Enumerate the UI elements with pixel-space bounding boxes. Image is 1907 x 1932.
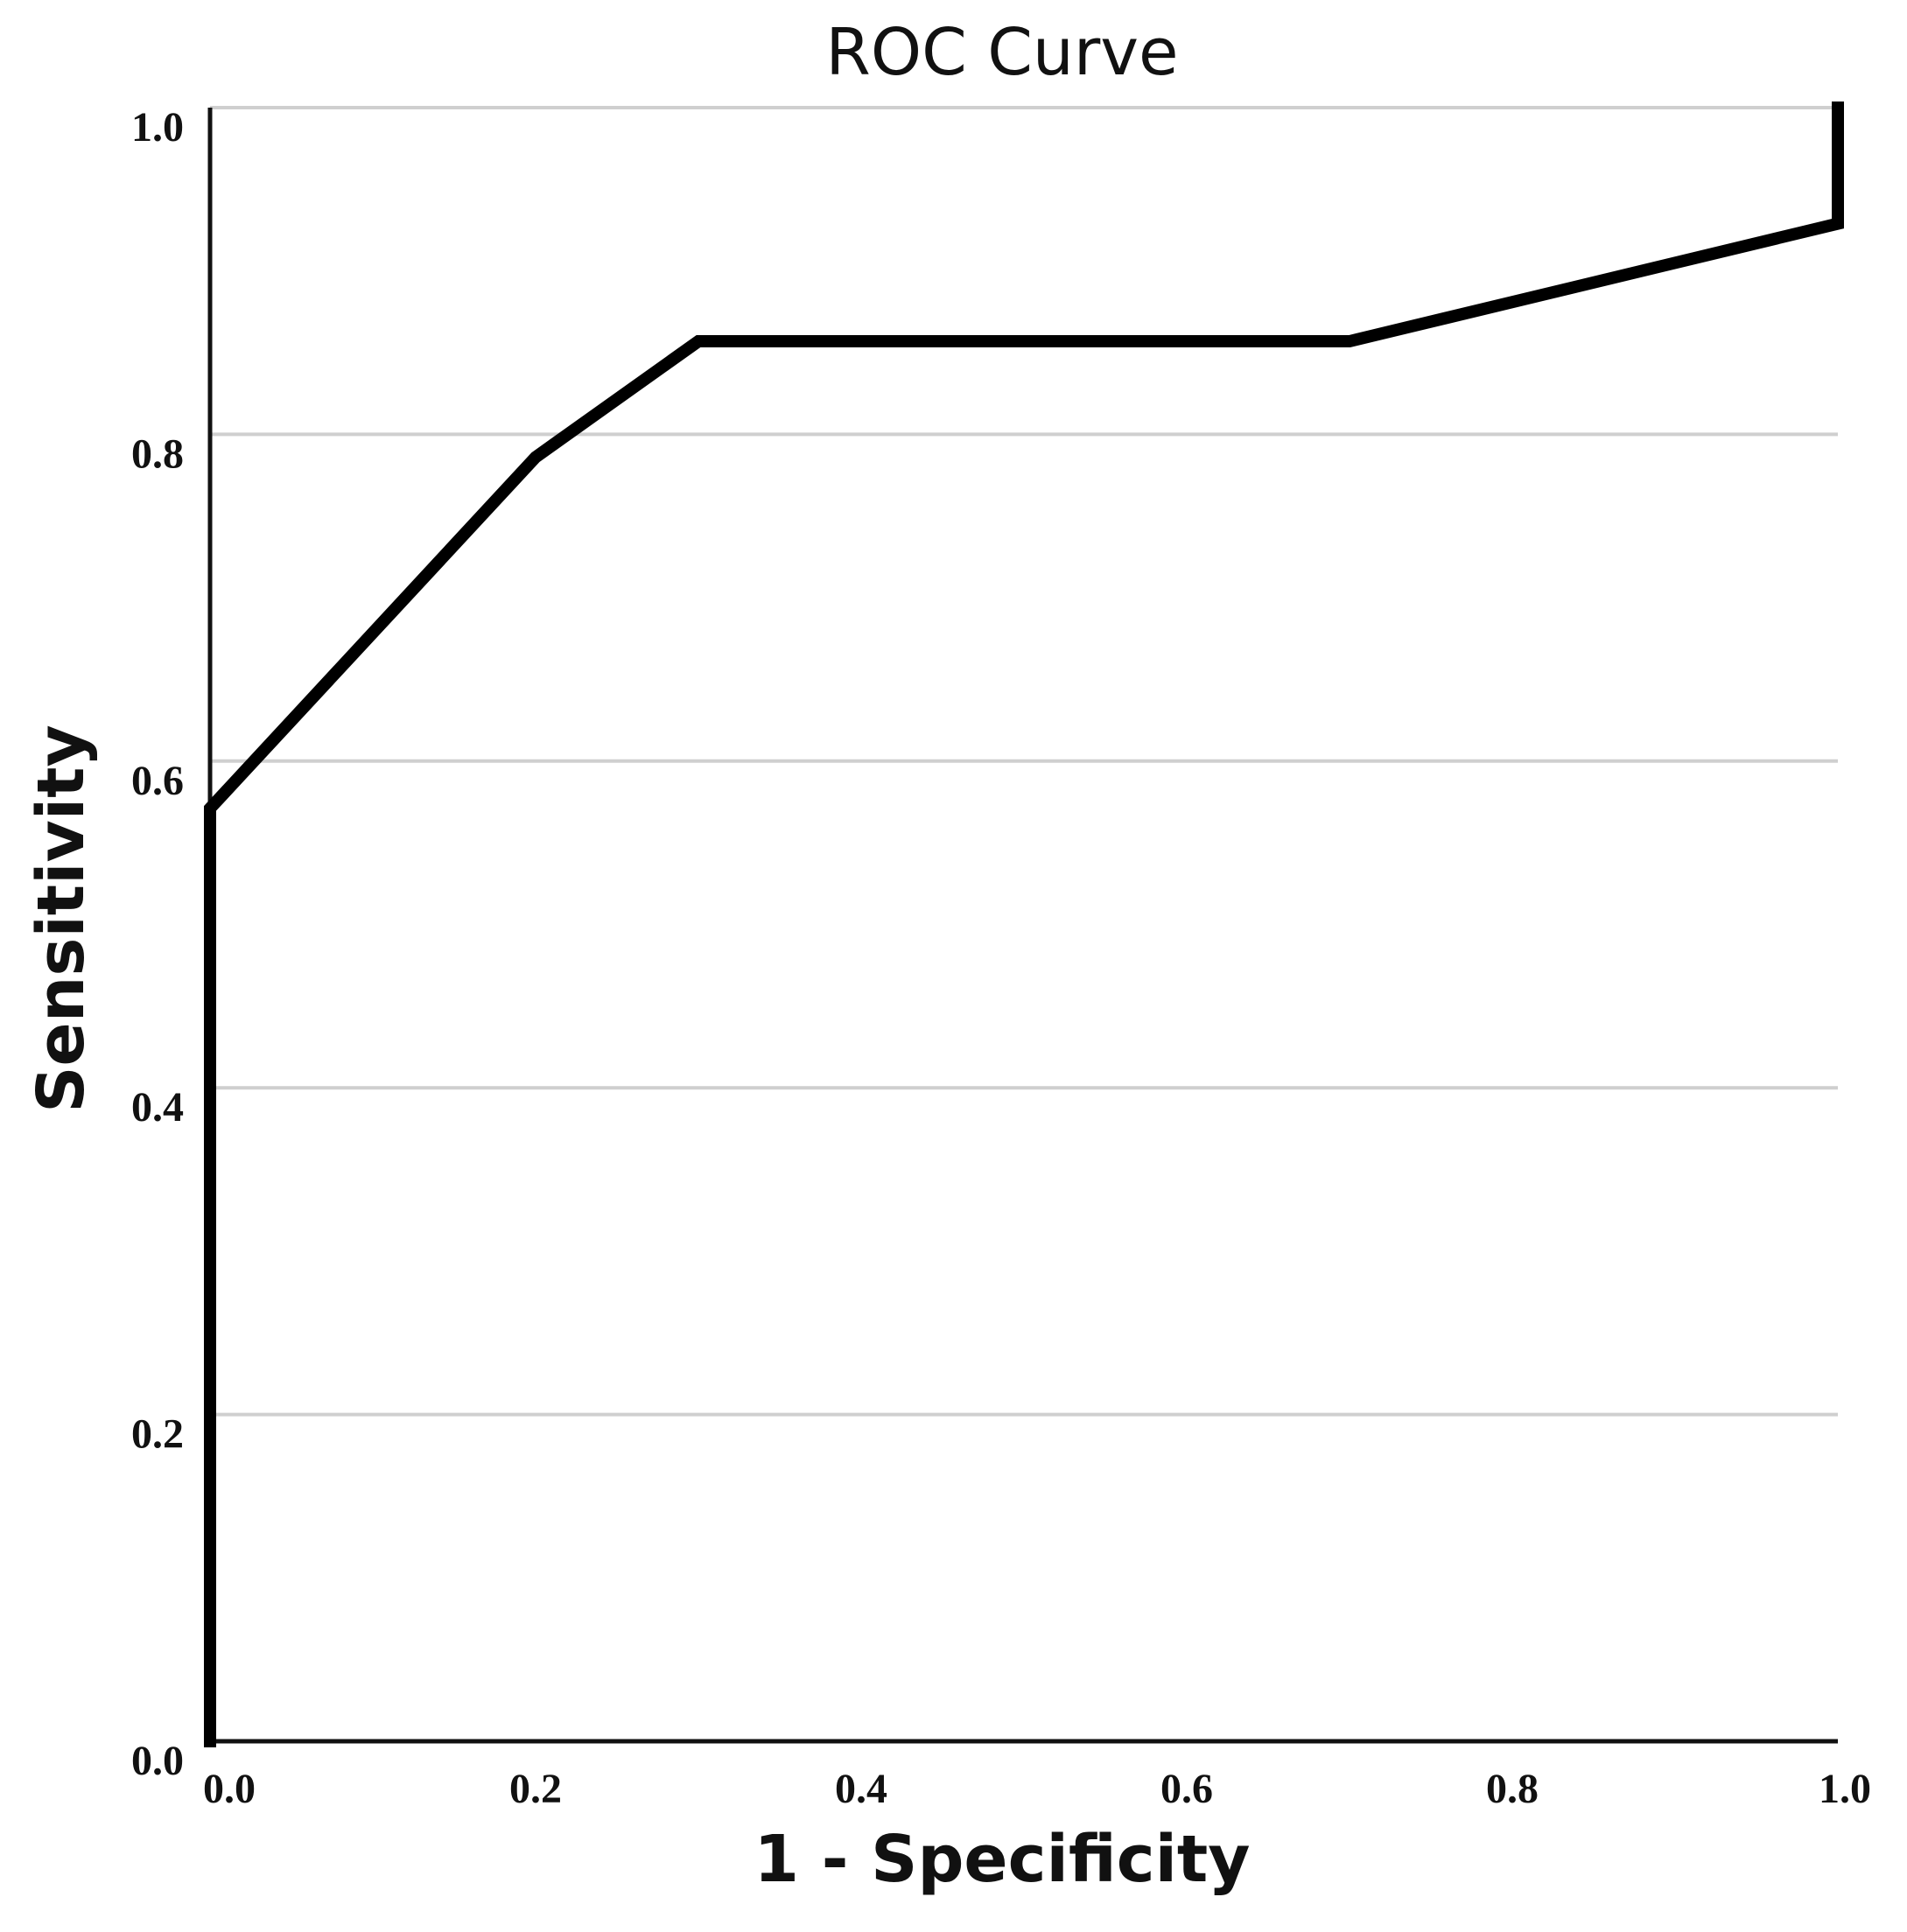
x-tick-label: 0.2 [509, 1766, 562, 1812]
y-tick-labels: 0.0 0.2 0.4 0.6 0.8 1.0 [131, 104, 184, 1784]
x-tick-labels: 0.0 0.2 0.4 0.6 0.8 1.0 [203, 1766, 1871, 1812]
y-tick-label: 0.6 [131, 758, 184, 804]
y-axis-title: Sensitivity [24, 724, 99, 1113]
grid-layer [210, 106, 1838, 1417]
axes-layer [207, 108, 1838, 1744]
y-tick-label: 1.0 [131, 104, 184, 150]
x-tick-label: 0.4 [835, 1766, 887, 1812]
roc-curve-line-0 [204, 102, 1844, 1747]
y-tick-label: 0.4 [131, 1084, 184, 1130]
y-tick-label: 0.2 [131, 1411, 184, 1458]
y-tick-label: 0.8 [131, 430, 184, 477]
series-layer [204, 102, 1844, 1747]
x-axis-title: 1 - Specificity [754, 1822, 1250, 1897]
chart-title: ROC Curve [825, 15, 1178, 90]
x-tick-label: 1.0 [1819, 1766, 1871, 1812]
x-tick-label: 0.8 [1486, 1766, 1539, 1812]
x-tick-label: 0.0 [203, 1766, 256, 1812]
x-tick-label: 0.6 [1160, 1766, 1213, 1812]
y-tick-label: 0.0 [131, 1738, 184, 1784]
